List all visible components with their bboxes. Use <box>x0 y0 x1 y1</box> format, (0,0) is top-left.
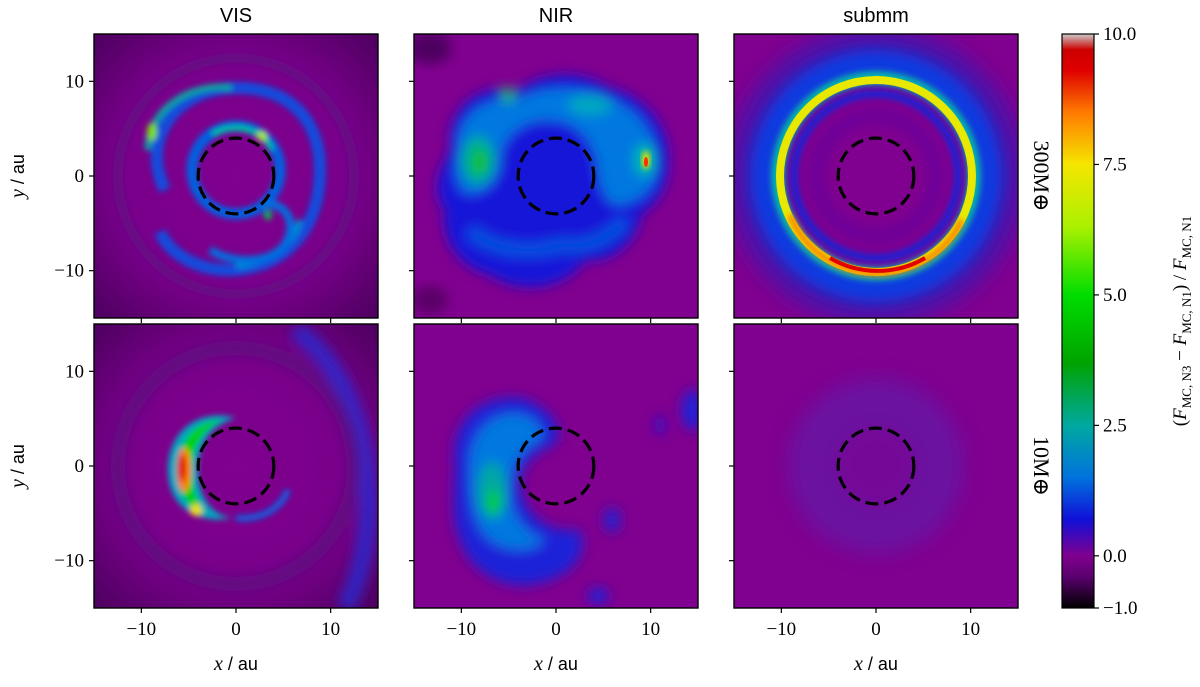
x-tick-label: 0 <box>871 619 881 640</box>
panel-submm-10 <box>734 324 1018 608</box>
inner-boundary-circle <box>196 426 276 506</box>
x-tick-label: 0 <box>231 619 241 640</box>
y-tick-label: 0 <box>75 456 85 477</box>
y-tick-label: −10 <box>54 551 84 572</box>
x-tick-label: −10 <box>446 619 476 640</box>
colorbar-tick-label: 2.5 <box>1103 415 1127 436</box>
x-tick-label: 0 <box>551 619 561 640</box>
inner-boundary-circle <box>836 136 916 216</box>
left-blob <box>453 390 698 604</box>
panel-nir-10 <box>414 324 698 608</box>
panel-vis-10 <box>94 324 378 608</box>
y-axis-label-row0: y / au <box>7 154 29 200</box>
x-tick-label: −10 <box>766 619 796 640</box>
crescent <box>168 415 291 522</box>
x-tick-label: 10 <box>961 619 980 640</box>
column-title-vis: VIS <box>220 5 252 27</box>
row-label-10: 10M⊕ <box>1029 436 1054 496</box>
x-tick-label: 10 <box>321 619 340 640</box>
panel-nir-300 <box>414 34 698 318</box>
outer-arc <box>111 324 378 608</box>
x-axis-label-col2: x / au <box>853 653 898 675</box>
inner-boundary-circle <box>836 426 916 506</box>
colorbar-tick-label: 10.0 <box>1103 24 1136 45</box>
x-tick-label: −10 <box>126 619 156 640</box>
x-tick-label: 10 <box>641 619 660 640</box>
inner-boundary-circle <box>516 136 596 216</box>
x-axis-label-col1: x / au <box>533 653 578 675</box>
colorbar-gradient <box>1061 33 1095 609</box>
y-axis-label-bottom: y / au <box>7 444 29 490</box>
y-tick-label: 10 <box>65 71 84 92</box>
colorbar-tick-label: −1.0 <box>1103 598 1137 619</box>
inner-boundary-circle <box>516 426 596 506</box>
colorbar-label: (FMC, N3 − FMC, N1) / FMC, N1 <box>1170 216 1194 426</box>
colorbar-ticks: −1.0 0.0 2.5 5.0 7.5 10.0 <box>1094 24 1137 619</box>
column-title-submm: submm <box>843 5 909 27</box>
y-tick-label: 0 <box>75 166 85 187</box>
panel-overlays <box>89 33 1019 613</box>
column-title-nir: NIR <box>539 5 573 27</box>
panel-submm-300 <box>734 34 1018 318</box>
colorbar-tick-label: 7.5 <box>1103 154 1127 175</box>
y-axis-label-top: y / au <box>7 154 29 200</box>
colorbar: −1.0 0.0 2.5 5.0 7.5 10.0 (FMC, N3 − FMC, N1)… <box>1061 24 1194 619</box>
ring-structure <box>734 34 1018 318</box>
colorbar-tick-label: 5.0 <box>1103 285 1127 306</box>
row-label-300: 300M⊕ <box>1029 141 1054 212</box>
irregular-ring <box>437 74 669 287</box>
y-tick-label: 10 <box>65 361 84 382</box>
panel-vis-300 <box>94 34 378 318</box>
y-tick-label: −10 <box>54 261 84 282</box>
colorbar-tick-label: 0.0 <box>1103 546 1127 567</box>
y-axis-label-row1: y / au <box>7 444 29 490</box>
inner-boundary-circle <box>196 136 276 216</box>
x-axis-label-col0: x / au <box>213 653 258 675</box>
tick-labels: −10 0 10 −10 0 10 −10 0 10 −10 0 10 −10 0 10 <box>54 71 980 640</box>
